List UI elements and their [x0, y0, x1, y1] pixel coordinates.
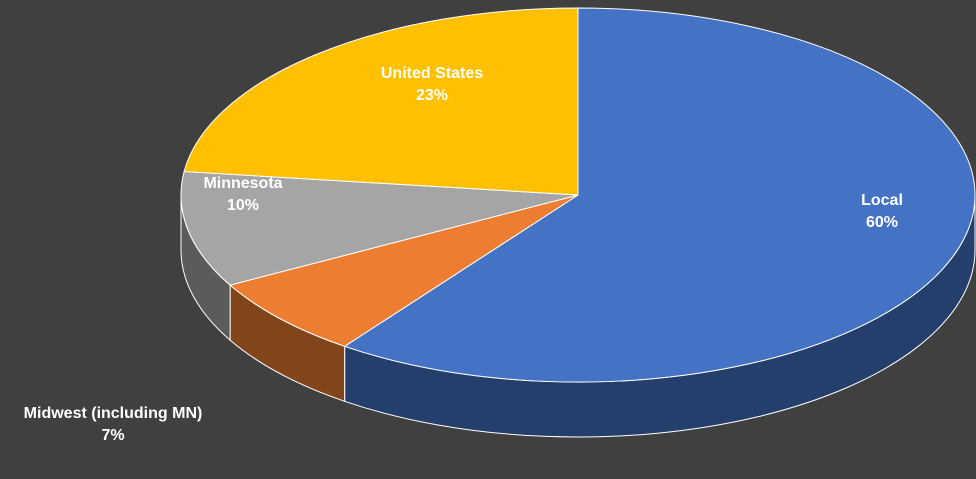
category-label: Local — [861, 192, 903, 209]
data-label: Minnesota 10% — [173, 173, 313, 217]
slice — [229, 194, 579, 347]
data-label: Local 60% — [822, 190, 942, 234]
value-label: 60% — [865, 214, 899, 231]
category-label: Minnesota — [203, 175, 283, 192]
slice — [343, 7, 976, 383]
data-label: Midwest (including MN) 7% — [13, 403, 213, 447]
value-label: 23% — [415, 87, 449, 104]
value-label: 7% — [101, 427, 125, 444]
slice — [180, 171, 579, 286]
category-label: United States — [380, 65, 484, 82]
data-label: United States 23% — [352, 63, 512, 107]
category-label: Midwest (including MN) — [23, 405, 203, 422]
slice — [183, 7, 579, 196]
value-label: 10% — [226, 197, 260, 214]
